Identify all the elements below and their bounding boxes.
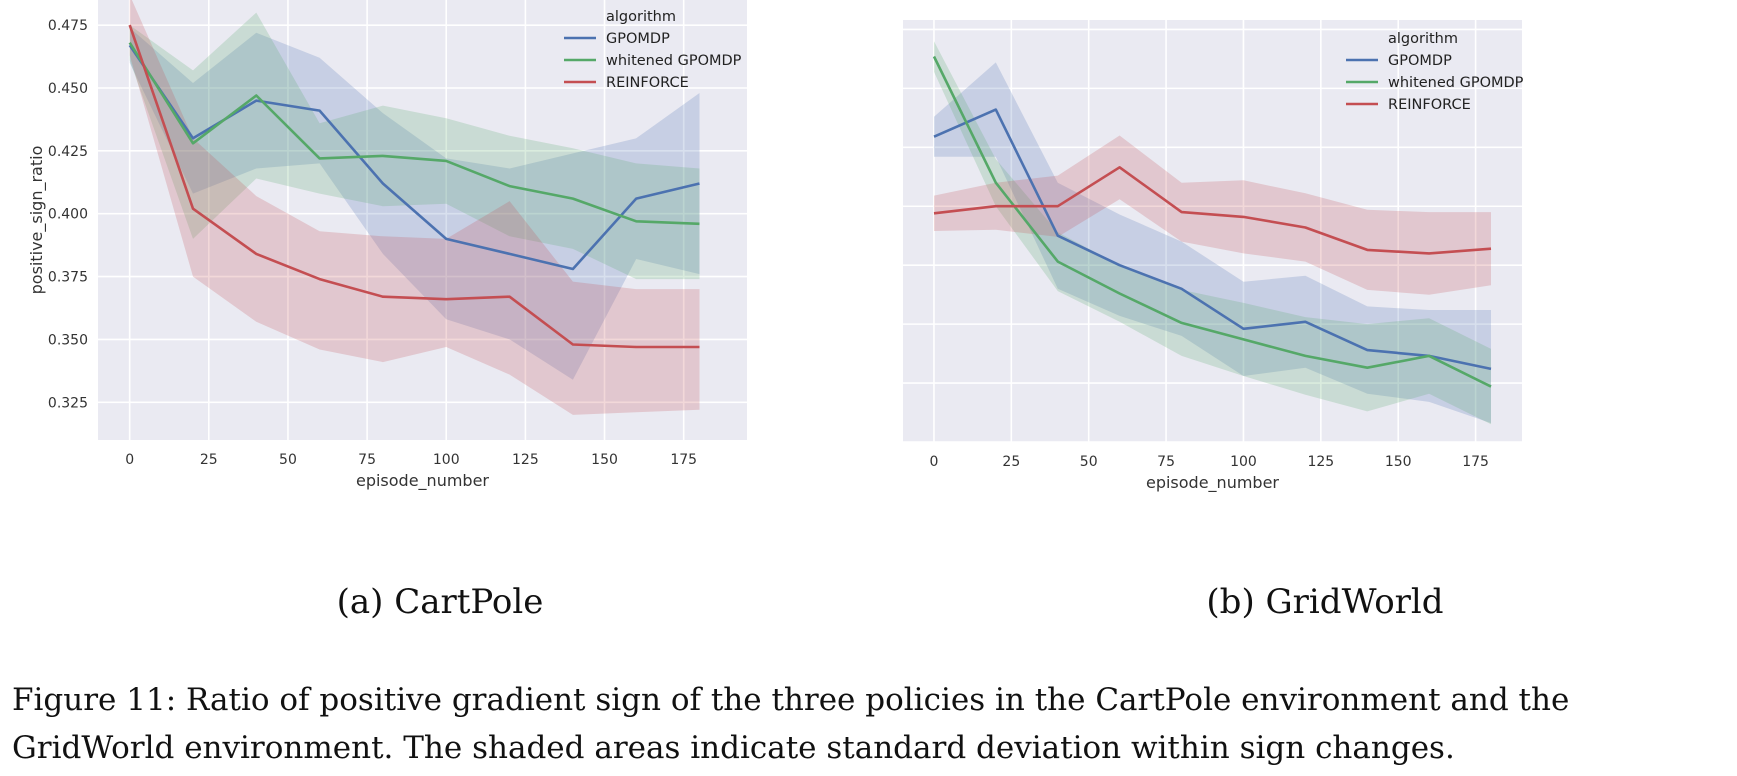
x-tick-label: 50 xyxy=(1080,454,1098,470)
x-tick-label: 125 xyxy=(1307,454,1334,470)
plot-area xyxy=(903,20,1522,442)
y-tick-label: 0.450 xyxy=(48,81,88,97)
x-tick-label: 150 xyxy=(591,452,618,468)
legend-label: GPOMDP xyxy=(1388,53,1452,69)
series-group xyxy=(932,41,1492,425)
x-tick-label: 0 xyxy=(125,452,134,468)
x-tick-label: 100 xyxy=(433,452,460,468)
gridworld-chart: 02550751001251501750.200.250.300.350.400… xyxy=(900,0,1737,560)
x-tick-label: 75 xyxy=(358,452,376,468)
legend-label: whitened GPOMDP xyxy=(1388,75,1524,91)
series-line-gpomdp xyxy=(933,108,1492,371)
cartpole-subcaption: (a) CartPole xyxy=(336,582,544,622)
y-tick-label: 0.325 xyxy=(48,395,88,411)
gridworld-subcaption: (b) GridWorld xyxy=(1206,582,1444,622)
legend-label: whitened GPOMDP xyxy=(606,53,742,69)
y-tick-label: 0.400 xyxy=(48,207,88,223)
cartpole-chart-svg: 0 25 50 75 100 125 150 175 0.325 0.350 0.375 0.400 0… xyxy=(27,0,747,491)
legend-title: algorithm xyxy=(1388,31,1458,47)
x-tick-label: 100 xyxy=(1230,454,1257,470)
x-axis-label: episode_number xyxy=(1146,473,1279,493)
x-tick-label: 75 xyxy=(1157,454,1175,470)
series-line-reinforce xyxy=(933,166,1492,255)
x-axis-label: episode_number xyxy=(356,471,489,491)
std-band-reinforce xyxy=(129,0,700,415)
x-tick-label: 50 xyxy=(279,452,297,468)
legend-label: REINFORCE xyxy=(606,75,689,91)
x-tick-label: 125 xyxy=(512,452,539,468)
std-band-whitened-gpomdp xyxy=(934,41,1491,425)
y-tick-label: 0.375 xyxy=(48,270,88,286)
x-tick-label: 175 xyxy=(1462,454,1489,470)
x-tick-label: 0 xyxy=(929,454,938,470)
series-line-whitened-gpomdp xyxy=(128,42,700,226)
plot-area xyxy=(98,0,747,440)
std-band-gpomdp xyxy=(129,27,700,380)
x-tick-label: 150 xyxy=(1385,454,1412,470)
legend-label: REINFORCE xyxy=(1388,97,1471,113)
y-axis-label: positive_sign_ratio xyxy=(27,146,47,295)
legend-title: algorithm xyxy=(606,9,676,25)
series-group xyxy=(128,0,700,415)
series-line-reinforce xyxy=(128,24,700,349)
x-tick-label: 25 xyxy=(200,452,218,468)
legend-label: GPOMDP xyxy=(606,31,670,47)
y-tick-label: 0.475 xyxy=(48,18,88,34)
y-tick-label: 0.350 xyxy=(48,332,88,348)
y-tick-label: 0.425 xyxy=(48,144,88,160)
figure-caption: Figure 11: Ratio of positive gradient si… xyxy=(12,682,1570,766)
series-line-whitened-gpomdp xyxy=(932,55,1492,388)
x-tick-label: 175 xyxy=(670,452,697,468)
x-tick-label: 25 xyxy=(1002,454,1020,470)
std-band-gpomdp xyxy=(934,62,1491,424)
cartpole-chart: 0 25 50 75 100 125 150 175 0.325 0.350 0.375 0.400 0… xyxy=(0,0,850,560)
gridworld-chart-svg: 02550751001251501750.200.250.300.350.400… xyxy=(903,20,1524,493)
std-band-whitened-gpomdp xyxy=(129,12,700,280)
